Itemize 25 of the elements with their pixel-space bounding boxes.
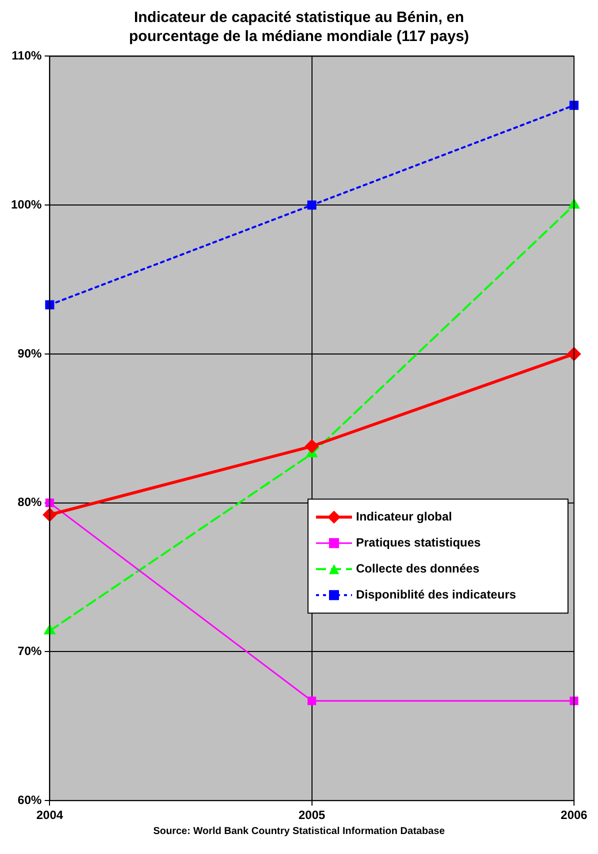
y-tick-label: 90%: [18, 346, 42, 360]
x-tick-label: 2006: [560, 808, 588, 822]
legend-label: Collecte des données: [356, 561, 480, 576]
y-tick-label: 110%: [12, 48, 42, 63]
y-tick-label: 70%: [18, 644, 42, 658]
y-tick-label: 60%: [18, 792, 42, 807]
x-tick-label: 2005: [298, 808, 326, 822]
y-tick-label: 80%: [18, 495, 42, 510]
legend-label: Disponiblité des indicateurs: [356, 587, 516, 602]
point: [43, 508, 56, 522]
y-tick-label: 100%: [10, 197, 42, 212]
point: [45, 300, 54, 310]
point: [308, 696, 316, 706]
x-tick-label: 2004: [36, 808, 64, 822]
point: [44, 624, 56, 634]
point: [305, 440, 318, 453]
point: [568, 199, 580, 209]
source-note: Source: World Bank Country Statistical Information Database: [152, 826, 446, 837]
point: [570, 696, 578, 706]
point: [307, 200, 316, 210]
chart-title: Indicateur de capacité statistique au Bénin, en pourcentage de la médiane mondiale (117 pays): [128, 8, 470, 46]
point: [569, 100, 579, 110]
legend-label: Pratiques statistiques: [356, 535, 482, 550]
point: [568, 347, 580, 360]
legend-label: Indicateur global: [356, 509, 452, 524]
